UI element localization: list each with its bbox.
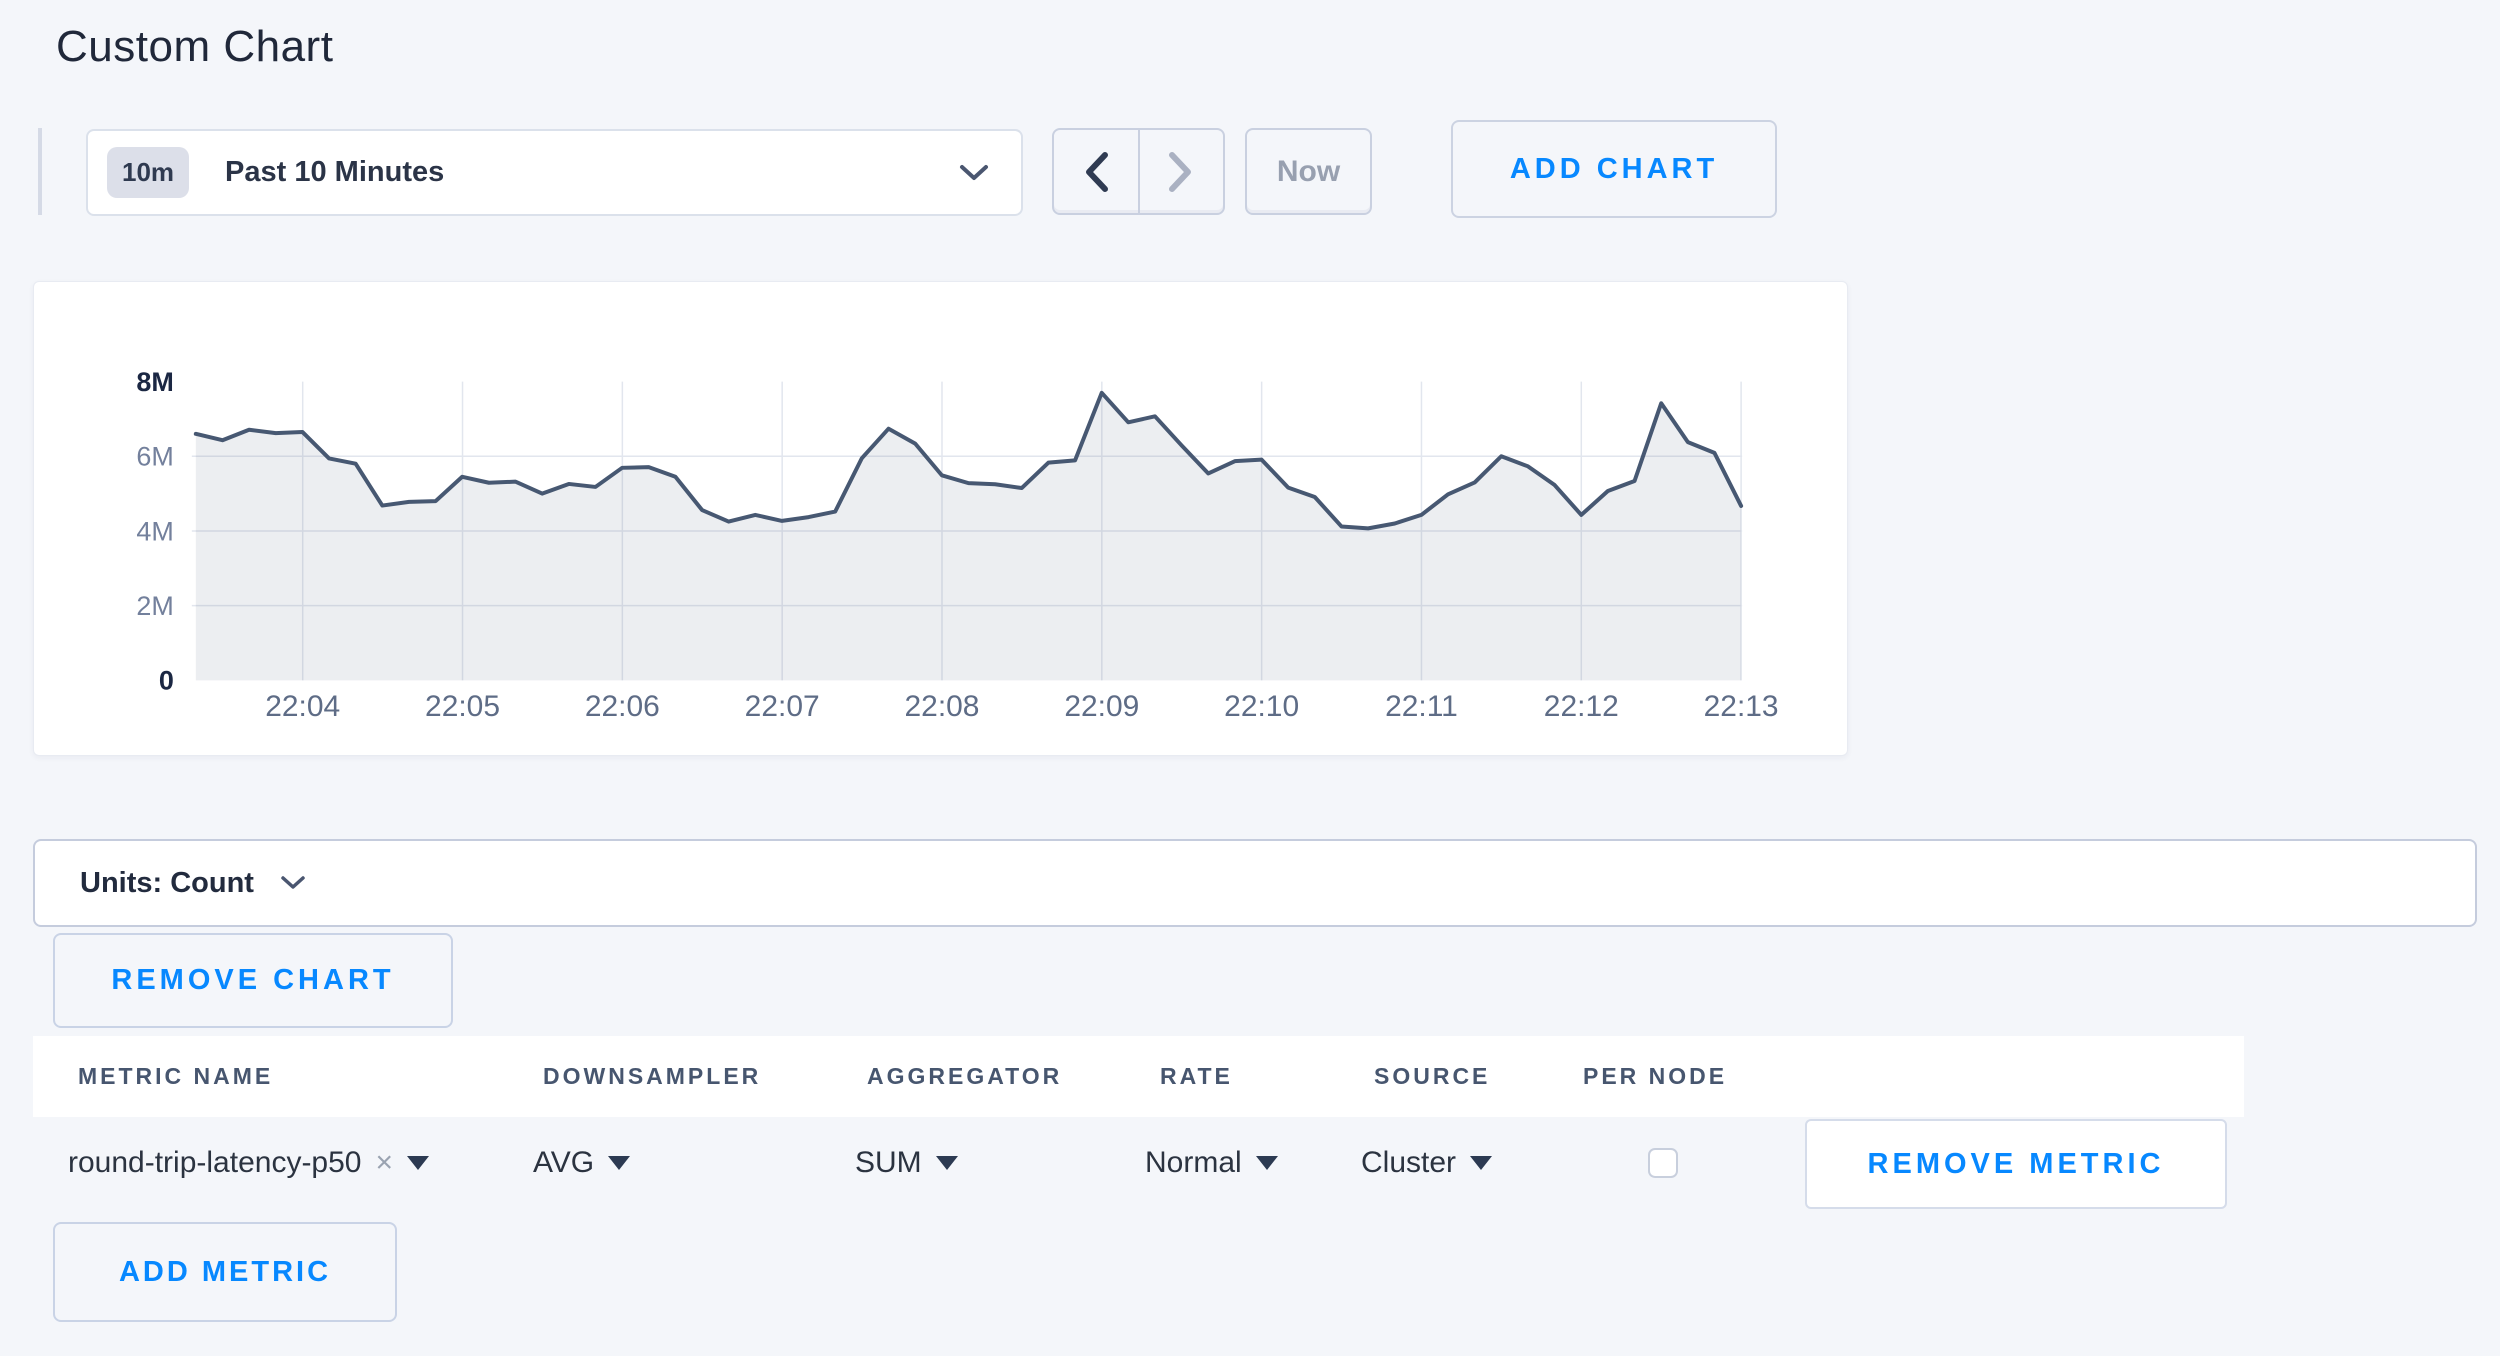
clear-metric-icon[interactable]: × — [375, 1146, 394, 1179]
rate-dropdown[interactable]: Normal — [1145, 1117, 1278, 1209]
caret-down-icon — [935, 1156, 958, 1170]
svg-text:22:10: 22:10 — [1224, 690, 1299, 723]
col-header-source: SOURCE — [1374, 1063, 1491, 1089]
now-button[interactable]: Now — [1245, 128, 1372, 215]
time-range-selector[interactable]: 10m Past 10 Minutes — [86, 129, 1023, 216]
caret-down-icon — [1470, 1156, 1493, 1170]
metric-name-dropdown[interactable]: round-trip-latency-p50 × — [68, 1117, 430, 1209]
col-header-rate: RATE — [1160, 1063, 1233, 1089]
downsampler-value: AVG — [533, 1146, 595, 1179]
svg-text:22:04: 22:04 — [265, 690, 340, 723]
next-window-button[interactable] — [1140, 130, 1224, 213]
caret-down-icon — [407, 1156, 430, 1170]
time-range-label: Past 10 Minutes — [225, 156, 445, 188]
remove-metric-button[interactable]: REMOVE METRIC — [1805, 1119, 2227, 1209]
caret-down-icon — [608, 1156, 631, 1170]
time-range-badge: 10m — [107, 147, 190, 198]
page-title: Custom Chart — [56, 22, 334, 71]
col-header-aggregator: AGGREGATOR — [867, 1063, 1063, 1089]
chevron-down-icon — [281, 876, 305, 889]
svg-text:22:08: 22:08 — [905, 690, 980, 723]
metric-row: round-trip-latency-p50 × AVG SUM Normal … — [0, 1117, 2500, 1209]
time-window-nav-group — [1052, 128, 1225, 215]
source-value: Cluster — [1361, 1146, 1457, 1179]
svg-text:22:07: 22:07 — [745, 690, 820, 723]
chevron-right-icon — [1169, 151, 1192, 192]
metric-area-chart[interactable]: 0 2M 4M 6M 8M 22:04 22:05 22:06 22:07 22:08 22:09 2… — [34, 282, 1847, 755]
svg-text:8M: 8M — [136, 367, 173, 397]
metric-table-header: METRIC NAME DOWNSAMPLER AGGREGATOR RATE … — [33, 1036, 2244, 1117]
svg-text:22:13: 22:13 — [1704, 690, 1779, 723]
caret-down-icon — [1255, 1156, 1278, 1170]
col-header-downsampler: DOWNSAMPLER — [543, 1063, 762, 1089]
custom-chart-card: 0 2M 4M 6M 8M 22:04 22:05 22:06 22:07 22:08 22:09 2… — [33, 281, 1848, 756]
toolbar-accent-bar — [38, 128, 42, 215]
svg-text:6M: 6M — [136, 442, 173, 472]
per-node-checkbox[interactable] — [1648, 1148, 1678, 1178]
add-metric-button[interactable]: ADD METRIC — [53, 1222, 397, 1322]
svg-text:22:11: 22:11 — [1385, 690, 1458, 723]
source-dropdown[interactable]: Cluster — [1361, 1117, 1493, 1209]
add-chart-button[interactable]: ADD CHART — [1451, 120, 1777, 218]
metric-name-value: round-trip-latency-p50 — [68, 1146, 362, 1179]
remove-chart-button[interactable]: REMOVE CHART — [53, 933, 453, 1028]
aggregator-dropdown[interactable]: SUM — [855, 1117, 958, 1209]
downsampler-dropdown[interactable]: AVG — [533, 1117, 631, 1209]
chevron-left-icon — [1085, 151, 1108, 192]
prev-window-button[interactable] — [1054, 130, 1140, 213]
svg-text:22:05: 22:05 — [425, 690, 500, 723]
units-dropdown[interactable]: Units: Count — [33, 839, 2477, 927]
svg-text:22:09: 22:09 — [1064, 690, 1139, 723]
col-header-per-node: PER NODE — [1583, 1063, 1728, 1089]
svg-text:22:12: 22:12 — [1544, 690, 1619, 723]
svg-text:2M: 2M — [136, 591, 173, 621]
units-label: Units: Count — [80, 866, 254, 899]
svg-text:0: 0 — [159, 666, 174, 696]
svg-text:22:06: 22:06 — [585, 690, 660, 723]
col-header-metric-name: METRIC NAME — [78, 1063, 274, 1089]
svg-text:4M: 4M — [136, 516, 173, 546]
rate-value: Normal — [1145, 1146, 1242, 1179]
aggregator-value: SUM — [855, 1146, 922, 1179]
chevron-down-icon — [960, 164, 988, 180]
